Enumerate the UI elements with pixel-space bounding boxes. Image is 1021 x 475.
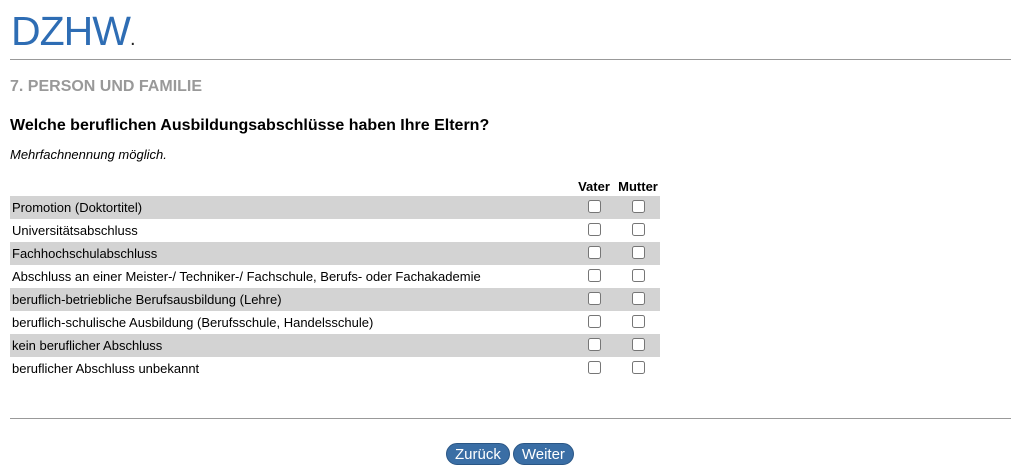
dzhw-logo: DZHW. — [11, 8, 135, 55]
mutter-cell — [616, 288, 660, 311]
row-label: Promotion (Doktortitel) — [10, 196, 572, 219]
checkbox-vater[interactable] — [587, 291, 601, 305]
mutter-cell — [616, 196, 660, 219]
mutter-cell — [616, 242, 660, 265]
table-row: kein beruflicher Abschluss — [10, 334, 660, 357]
checkbox-vater[interactable] — [587, 245, 601, 259]
vater-cell — [572, 242, 616, 265]
question-hint: Mehrfachnennung möglich. — [10, 147, 167, 162]
row-label: kein beruflicher Abschluss — [10, 334, 572, 357]
checkbox-vater[interactable] — [587, 360, 601, 374]
checkbox-mutter[interactable] — [631, 199, 645, 213]
row-label: beruflich-schulische Ausbildung (Berufss… — [12, 315, 374, 330]
checkbox-mutter[interactable] — [631, 245, 645, 259]
table-row: beruflich-betriebliche Berufsausbildung … — [10, 288, 660, 311]
vater-cell — [572, 311, 616, 334]
logo-text: DZHW — [11, 8, 131, 54]
answer-matrix: Vater Mutter Promotion (Doktortitel) Uni… — [10, 176, 660, 380]
section-title: 7. PERSON UND FAMILIE — [10, 78, 203, 95]
row-label: Universitätsabschluss — [12, 223, 138, 238]
checkbox-vater[interactable] — [587, 222, 601, 236]
vater-cell — [572, 357, 616, 380]
column-header-vater: Vater — [578, 178, 610, 194]
header-spacer — [10, 176, 572, 196]
row-label: Abschluss an einer Meister-/ Techniker-/… — [12, 269, 481, 284]
table-row: Abschluss an einer Meister-/ Techniker-/… — [10, 265, 660, 288]
row-label: Fachhochschulabschluss — [10, 242, 572, 265]
checkbox-vater[interactable] — [587, 337, 601, 351]
column-header-mutter: Mutter — [618, 178, 658, 194]
table-row: Fachhochschulabschluss — [10, 242, 660, 265]
next-button[interactable]: Weiter — [512, 443, 574, 465]
checkbox-mutter[interactable] — [631, 360, 645, 374]
mutter-cell — [616, 357, 660, 380]
checkbox-vater[interactable] — [587, 199, 601, 213]
checkbox-mutter[interactable] — [631, 291, 645, 305]
back-button[interactable]: Zurück — [446, 443, 510, 465]
table-row: Promotion (Doktortitel) — [10, 196, 660, 219]
checkbox-mutter[interactable] — [631, 222, 645, 236]
mutter-cell — [616, 311, 660, 334]
table-row: beruflicher Abschluss unbekannt — [10, 357, 660, 380]
vater-cell — [572, 265, 616, 288]
mutter-cell — [616, 334, 660, 357]
divider — [10, 418, 1011, 419]
mutter-cell — [616, 219, 660, 242]
vater-cell — [572, 196, 616, 219]
divider — [10, 59, 1011, 60]
vater-cell — [572, 219, 616, 242]
checkbox-vater[interactable] — [587, 314, 601, 328]
checkbox-mutter[interactable] — [631, 314, 645, 328]
vater-cell — [572, 334, 616, 357]
table-row: beruflich-schulische Ausbildung (Berufss… — [10, 311, 660, 334]
vater-cell — [572, 288, 616, 311]
checkbox-mutter[interactable] — [631, 337, 645, 351]
row-label: beruflich-betriebliche Berufsausbildung … — [10, 288, 572, 311]
logo-dot: . — [129, 28, 135, 50]
table-row: Universitätsabschluss — [10, 219, 660, 242]
question-text: Welche beruflichen Ausbildungsabschlüsse… — [10, 117, 490, 134]
checkbox-mutter[interactable] — [631, 268, 645, 282]
checkbox-vater[interactable] — [587, 268, 601, 282]
mutter-cell — [616, 265, 660, 288]
row-label: beruflicher Abschluss unbekannt — [12, 361, 200, 376]
